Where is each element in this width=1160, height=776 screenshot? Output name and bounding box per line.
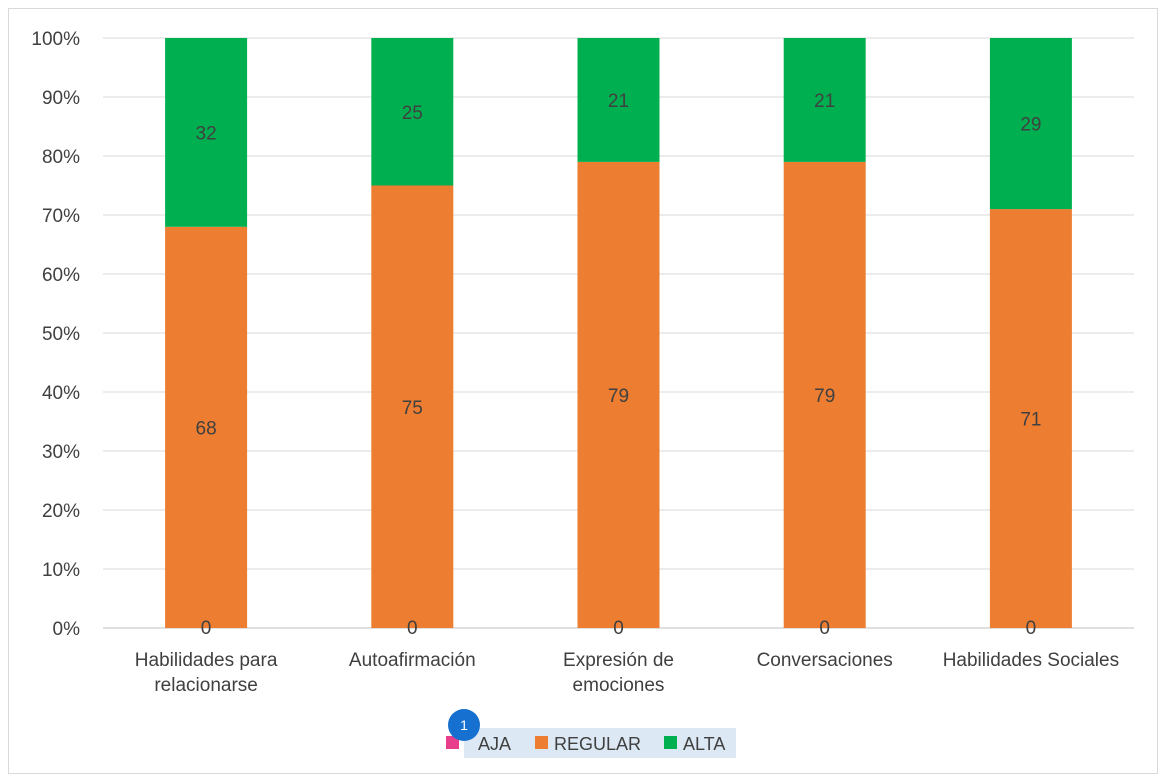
y-tick-label: 30% — [42, 442, 80, 463]
category-label: Expresión de — [563, 650, 674, 671]
y-tick-label: 50% — [42, 324, 80, 345]
category-label: Autoafirmación — [349, 650, 476, 671]
legend-swatch-regular — [535, 736, 548, 749]
y-tick-label: 80% — [42, 147, 80, 168]
y-tick-label: 10% — [42, 560, 80, 581]
data-labels: 0 68 32 0 75 25 0 79 21 0 79 21 0 71 29 — [196, 91, 1042, 639]
badge-number: 1 — [460, 717, 468, 733]
y-tick-label: 60% — [42, 265, 80, 286]
bar-segment-alta[interactable] — [577, 38, 660, 162]
y-tick-label: 100% — [31, 29, 80, 50]
data-label-alta: 25 — [402, 103, 423, 124]
bar-segment-regular[interactable] — [371, 185, 454, 629]
data-label-alta: 32 — [196, 123, 217, 144]
data-label-baja: 0 — [1026, 618, 1037, 639]
y-tick-label: 70% — [42, 206, 80, 227]
bar-segment-regular[interactable] — [783, 161, 866, 628]
data-label-regular: 79 — [814, 386, 835, 407]
legend-background — [464, 728, 736, 758]
y-tick-label: 0% — [53, 619, 81, 640]
legend-label-baja[interactable]: AJA — [478, 734, 511, 754]
data-label-alta: 21 — [608, 91, 629, 112]
legend-label-alta[interactable]: ALTA — [683, 734, 725, 754]
category-label: Habilidades Sociales — [943, 650, 1119, 671]
y-axis-ticks: 0% 10% 20% 30% 40% 50% 60% 70% 80% 90% 100% — [31, 29, 80, 640]
badge-circle — [448, 709, 480, 741]
data-label-regular: 79 — [608, 386, 629, 407]
x-axis-categories: Habilidades para relacionarse Autoafirmaci… — [135, 650, 1119, 696]
category-label: emociones — [573, 675, 665, 696]
legend-label-regular[interactable]: REGULAR — [554, 734, 641, 754]
data-label-regular: 71 — [1020, 410, 1041, 431]
category-label: relacionarse — [154, 675, 258, 696]
data-label-regular: 68 — [196, 418, 217, 439]
y-tick-label: 40% — [42, 383, 80, 404]
bar-segment-alta[interactable] — [989, 38, 1072, 210]
data-label-alta: 29 — [1020, 115, 1041, 136]
category-label: Conversaciones — [757, 650, 893, 671]
legend[interactable]: AJA REGULAR ALTA — [446, 728, 736, 758]
bar-segment-alta[interactable] — [165, 38, 248, 227]
data-label-regular: 75 — [402, 398, 423, 419]
bar-segment-alta[interactable] — [371, 38, 454, 186]
bars — [165, 38, 1072, 629]
data-label-baja: 0 — [201, 618, 212, 639]
bar-segment-regular[interactable] — [577, 161, 660, 628]
legend-swatch-baja — [446, 736, 459, 749]
data-label-baja: 0 — [819, 618, 830, 639]
category-label: Habilidades para — [135, 650, 278, 671]
bar-segment-regular[interactable] — [989, 209, 1072, 628]
legend-swatch-alta — [664, 736, 677, 749]
bar-segment-alta[interactable] — [783, 38, 866, 162]
annotation-badge: 1 — [448, 709, 480, 741]
bar-segment-regular[interactable] — [165, 226, 248, 629]
y-tick-label: 90% — [42, 88, 80, 109]
y-tick-label: 20% — [42, 501, 80, 522]
data-label-baja: 0 — [407, 618, 418, 639]
data-label-alta: 21 — [814, 91, 835, 112]
data-label-baja: 0 — [613, 618, 624, 639]
